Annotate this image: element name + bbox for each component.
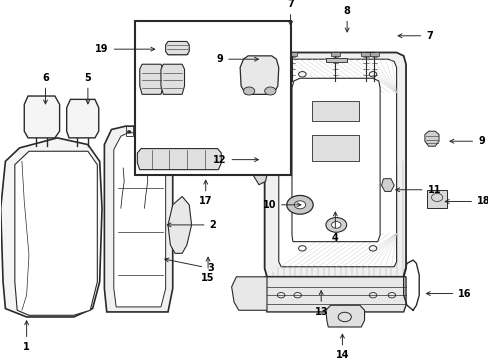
Polygon shape bbox=[278, 59, 396, 267]
Text: 7: 7 bbox=[397, 31, 432, 41]
Polygon shape bbox=[240, 56, 278, 94]
Polygon shape bbox=[104, 126, 172, 312]
Polygon shape bbox=[0, 138, 102, 317]
Polygon shape bbox=[15, 151, 97, 315]
Circle shape bbox=[286, 195, 312, 214]
Polygon shape bbox=[264, 277, 405, 312]
Circle shape bbox=[325, 217, 346, 232]
Bar bbox=[278, 52, 287, 56]
Polygon shape bbox=[264, 53, 405, 277]
Bar bbox=[135, 21, 290, 175]
Text: 18: 18 bbox=[445, 197, 488, 207]
Bar bbox=[325, 58, 346, 62]
Polygon shape bbox=[165, 41, 189, 55]
Text: 6: 6 bbox=[42, 73, 49, 104]
Bar bbox=[361, 52, 370, 56]
Polygon shape bbox=[381, 179, 393, 192]
Bar bbox=[144, 126, 151, 136]
Polygon shape bbox=[424, 131, 438, 146]
Polygon shape bbox=[291, 78, 379, 242]
Text: 9: 9 bbox=[216, 54, 258, 64]
Polygon shape bbox=[140, 64, 163, 94]
Bar bbox=[427, 190, 446, 208]
Polygon shape bbox=[161, 64, 184, 94]
Bar bbox=[369, 52, 378, 56]
Text: 16: 16 bbox=[426, 288, 471, 298]
Text: 7: 7 bbox=[286, 0, 293, 25]
Polygon shape bbox=[252, 150, 268, 185]
Text: 3: 3 bbox=[164, 258, 213, 274]
Polygon shape bbox=[168, 197, 191, 253]
Circle shape bbox=[331, 221, 340, 228]
Polygon shape bbox=[255, 54, 269, 68]
Text: 13: 13 bbox=[314, 291, 327, 317]
Polygon shape bbox=[66, 99, 99, 138]
Circle shape bbox=[127, 131, 131, 133]
Bar bbox=[286, 52, 296, 56]
Text: 12: 12 bbox=[213, 155, 258, 165]
Circle shape bbox=[243, 87, 254, 95]
Text: 11: 11 bbox=[395, 185, 440, 195]
Text: 9: 9 bbox=[449, 136, 484, 146]
Circle shape bbox=[264, 87, 275, 95]
Polygon shape bbox=[24, 96, 60, 138]
Polygon shape bbox=[325, 305, 364, 327]
Circle shape bbox=[294, 201, 305, 209]
Text: 17: 17 bbox=[199, 180, 212, 207]
Text: 8: 8 bbox=[343, 6, 350, 32]
Bar bbox=[330, 52, 339, 56]
Text: 14: 14 bbox=[335, 334, 348, 360]
Text: 15: 15 bbox=[201, 257, 214, 283]
Text: 1: 1 bbox=[23, 321, 30, 352]
Bar bbox=[311, 101, 358, 121]
Circle shape bbox=[146, 131, 149, 133]
Bar bbox=[311, 135, 358, 161]
Text: 10: 10 bbox=[262, 200, 300, 210]
Polygon shape bbox=[231, 277, 266, 310]
Text: 2: 2 bbox=[167, 220, 216, 230]
Text: 19: 19 bbox=[95, 44, 154, 54]
Text: 4: 4 bbox=[331, 212, 338, 243]
Bar bbox=[125, 126, 132, 136]
Text: 5: 5 bbox=[84, 73, 91, 104]
Polygon shape bbox=[114, 133, 165, 307]
Polygon shape bbox=[137, 149, 221, 170]
